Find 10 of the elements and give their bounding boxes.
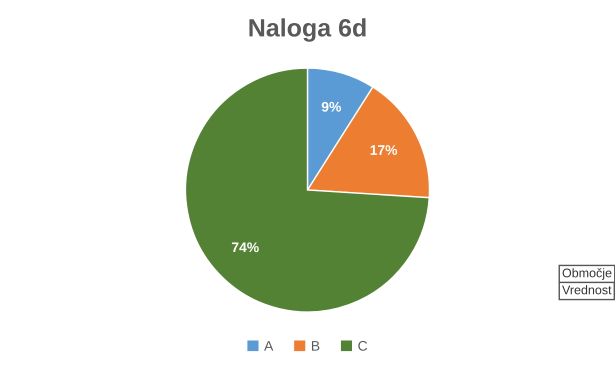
data-label: 74% xyxy=(232,242,259,252)
legend-label: B xyxy=(312,341,320,351)
chart-title: Naloga 6d xyxy=(249,18,366,42)
pie-slice xyxy=(184,67,430,313)
text: Vrednost xyxy=(562,285,612,294)
legend-label: A xyxy=(264,341,274,351)
text: Območje xyxy=(562,268,612,280)
legend-label: C xyxy=(358,340,368,351)
data-label: 17% xyxy=(370,145,398,155)
data-label: 9% xyxy=(322,102,341,112)
